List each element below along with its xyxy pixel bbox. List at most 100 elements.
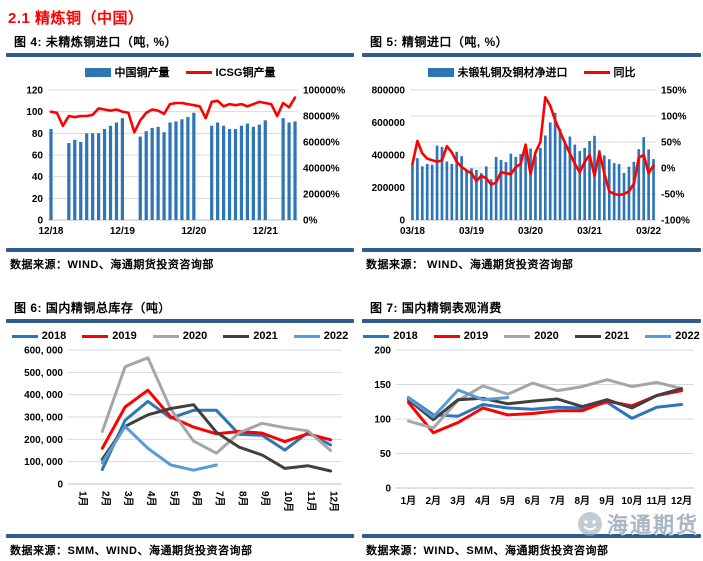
figure-7-chart-area: 0 50 100 150 200 1月 2月 3月 4月 5月 6月 7月 8月 9月 10月 11月 12月 xyxy=(362,342,701,534)
legend-label: 2020 xyxy=(534,330,559,342)
legend-item: 中国铜产量 xyxy=(84,64,170,80)
svg-text:0: 0 xyxy=(385,484,391,495)
figure-7-legend: 2018 2019 2020 2021 2022 xyxy=(362,330,701,342)
svg-text:03/18: 03/18 xyxy=(399,226,424,237)
figure-7-chart: 0 50 100 150 200 1月 2月 3月 4月 5月 6月 7月 8月 9月 10月 11月 12月 xyxy=(374,346,694,507)
svg-text:11月: 11月 xyxy=(305,491,317,512)
svg-text:12/18: 12/18 xyxy=(38,226,63,237)
legend-label: 2021 xyxy=(604,330,630,342)
figure-5-chart-area: 0 200000 400000 600000 800000 -100% -50% 0% 50% 1… xyxy=(362,80,701,248)
svg-text:0: 0 xyxy=(57,480,63,491)
legend-label: 中国铜产量 xyxy=(114,67,170,79)
figure-7-header: 图 7: 国内精铜表观消费 xyxy=(370,301,502,315)
svg-text:0%: 0% xyxy=(303,216,318,227)
svg-text:200000: 200000 xyxy=(371,183,405,194)
legend-label: 2020 xyxy=(182,330,208,342)
legend-line-swatch xyxy=(185,70,212,74)
legend-line-swatch xyxy=(583,70,610,74)
svg-text:150: 150 xyxy=(374,380,391,391)
figure-4-source: 数据来源：WIND、海通期货投资咨询部 xyxy=(10,259,214,271)
svg-text:100, 000: 100, 000 xyxy=(24,457,63,468)
svg-text:60000%: 60000% xyxy=(303,138,340,149)
svg-text:6月: 6月 xyxy=(191,491,203,507)
svg-text:0: 0 xyxy=(37,216,43,227)
svg-text:2月: 2月 xyxy=(425,495,441,507)
svg-text:9月: 9月 xyxy=(599,495,615,507)
figure-6-chart-area: 0 100, 000 200, 000 300, 000 400, 000 500, 00… xyxy=(6,342,354,534)
svg-text:4月: 4月 xyxy=(475,495,491,507)
svg-text:12月: 12月 xyxy=(328,491,340,512)
divider-bottom xyxy=(6,534,354,538)
svg-text:40: 40 xyxy=(32,172,44,183)
legend-item: 2020 xyxy=(152,330,208,342)
svg-text:100: 100 xyxy=(26,107,43,118)
legend-line-swatch xyxy=(293,334,320,338)
figure-7-source: 数据来源：WIND、SMM、海通期货投资咨询部 xyxy=(366,545,609,557)
svg-text:1月: 1月 xyxy=(76,491,88,507)
svg-text:0%: 0% xyxy=(661,164,676,175)
legend-item: 2019 xyxy=(82,330,137,342)
figure-5-header: 图 5: 精铜进口（吨, %） xyxy=(370,35,509,49)
svg-text:-50%: -50% xyxy=(661,190,684,201)
svg-text:4月: 4月 xyxy=(145,491,157,507)
svg-text:100000%: 100000% xyxy=(303,86,345,97)
figure-6-source: 数据来源：SMM、WIND、海通期货投资咨询部 xyxy=(10,545,253,557)
svg-text:800000: 800000 xyxy=(371,86,405,97)
svg-text:5月: 5月 xyxy=(499,495,515,507)
figure-5-chart: 0 200000 400000 600000 800000 -100% -50% 0% 50% 1… xyxy=(371,86,690,238)
figure-6-chart: 0 100, 000 200, 000 300, 000 400, 000 500, 00… xyxy=(24,346,342,512)
divider-top xyxy=(362,319,701,323)
svg-text:400000: 400000 xyxy=(371,151,405,162)
divider-top xyxy=(6,53,354,57)
divider-top xyxy=(362,53,701,57)
legend-line-swatch xyxy=(11,334,38,338)
svg-text:03/21: 03/21 xyxy=(577,226,602,237)
legend-label: ICSG铜产量 xyxy=(215,67,276,79)
svg-text:7月: 7月 xyxy=(213,491,225,507)
legend-line-swatch xyxy=(363,334,390,338)
svg-text:600000: 600000 xyxy=(371,118,405,129)
legend-item: 2018 xyxy=(11,330,66,342)
legend-label: 同比 xyxy=(613,67,636,79)
legend-line-swatch xyxy=(645,334,672,338)
svg-text:10月: 10月 xyxy=(621,495,642,507)
legend-label: 2022 xyxy=(323,330,349,342)
legend-item: 同比 xyxy=(583,64,636,80)
svg-text:-100%: -100% xyxy=(661,216,690,227)
legend-label: 2022 xyxy=(675,330,700,342)
legend-label: 2019 xyxy=(112,330,137,342)
legend-item: 2021 xyxy=(574,330,630,342)
page-title: 2.1 精炼铜（中国） xyxy=(8,10,144,27)
panel-figure-5: 图 5: 精铜进口（吨, %） 未锻轧铜及铜材净进口 同比 0 200000 4000… xyxy=(362,32,701,274)
svg-text:9月: 9月 xyxy=(259,491,271,507)
svg-text:2月: 2月 xyxy=(99,491,111,507)
figure-4-chart: 0 20 40 60 80 100 120 0% 20000% 40000% 60000% 80000… xyxy=(26,86,345,238)
legend-line-swatch xyxy=(574,334,601,338)
svg-text:3月: 3月 xyxy=(122,491,134,507)
legend-bar-swatch xyxy=(84,67,111,77)
legend-line-swatch xyxy=(82,334,109,338)
legend-item: ICSG铜产量 xyxy=(185,64,276,80)
legend-item: 2018 xyxy=(363,330,418,342)
svg-text:150%: 150% xyxy=(661,86,687,97)
svg-text:80: 80 xyxy=(32,129,44,140)
svg-text:03/20: 03/20 xyxy=(518,226,543,237)
svg-text:80000%: 80000% xyxy=(303,112,340,123)
legend-item: 2021 xyxy=(223,330,278,342)
legend-line-swatch xyxy=(433,334,460,338)
legend-label: 未锻轧铜及铜材净进口 xyxy=(457,67,568,79)
svg-text:03/19: 03/19 xyxy=(458,226,483,237)
svg-text:50%: 50% xyxy=(661,138,681,149)
svg-text:12/19: 12/19 xyxy=(110,226,135,237)
legend-line-swatch xyxy=(223,334,250,338)
svg-text:5月: 5月 xyxy=(168,491,180,507)
panel-figure-6: 图 6: 国内精铜总库存（吨） 2018 2019 2020 2021 2022 0 10… xyxy=(6,298,354,560)
svg-text:100%: 100% xyxy=(661,112,687,123)
divider-bottom xyxy=(362,534,701,538)
svg-text:03/22: 03/22 xyxy=(636,226,661,237)
divider-top xyxy=(6,319,354,323)
charts-grid: 图 4: 未精炼铜进口（吨, %） 中国铜产量 ICSG铜产量 0 20 40 60 80… xyxy=(0,32,703,560)
svg-text:200, 000: 200, 000 xyxy=(24,435,63,446)
svg-text:12/20: 12/20 xyxy=(181,226,206,237)
